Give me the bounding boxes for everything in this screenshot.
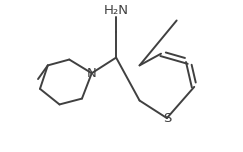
Text: S: S (163, 112, 171, 125)
Text: H₂N: H₂N (104, 4, 129, 17)
Text: N: N (87, 67, 97, 80)
